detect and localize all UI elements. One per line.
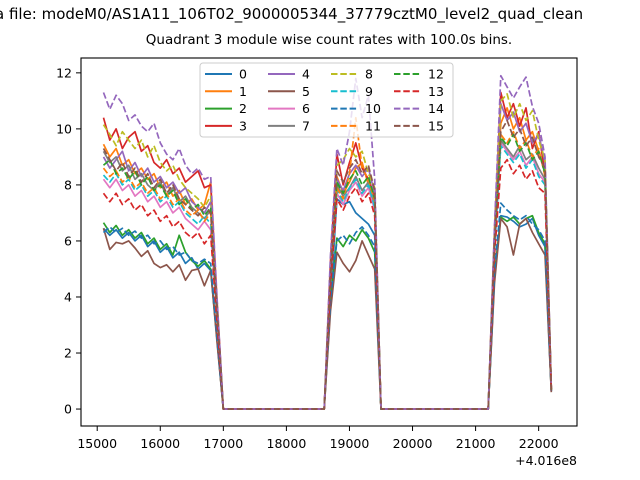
x-axis-offset-label: +4.016e8: [515, 453, 577, 468]
legend-label-1: 1: [239, 84, 247, 99]
series-line-15: [102, 119, 553, 410]
legend-label-12: 12: [428, 67, 444, 82]
legend-label-15: 15: [428, 118, 444, 133]
x-tick-label: 20000: [393, 436, 433, 451]
legend-box: [199, 62, 454, 138]
axes-frame: [80, 57, 578, 427]
legend-label-14: 14: [428, 101, 444, 116]
axes-title: Quadrant 3 module wise count rates with …: [145, 32, 513, 48]
y-tick-label: 10: [56, 121, 72, 136]
figure-title: a file: modeM0/AS1A11_106T02_9000005344_…: [0, 5, 584, 23]
legend-label-2: 2: [239, 101, 247, 116]
y-tick-label: 12: [56, 65, 72, 80]
legend-label-10: 10: [365, 101, 381, 116]
legend-label-5: 5: [302, 84, 310, 99]
x-tick-label: 19000: [330, 436, 370, 451]
y-tick-label: 6: [64, 233, 72, 248]
legend-label-13: 13: [428, 84, 444, 99]
legend-label-6: 6: [302, 101, 310, 116]
x-tick-label: 17000: [203, 436, 243, 451]
legend-label-7: 7: [302, 118, 310, 133]
x-tick-label: 22000: [519, 436, 559, 451]
x-tick-label: 18000: [267, 436, 307, 451]
legend-label-8: 8: [365, 67, 373, 82]
legend-label-3: 3: [239, 118, 247, 133]
legend-label-11: 11: [365, 118, 381, 133]
y-tick-label: 4: [64, 289, 72, 304]
legend-label-4: 4: [302, 67, 310, 82]
legend-label-9: 9: [365, 84, 373, 99]
y-tick-label: 8: [64, 177, 72, 192]
x-tick-label: 21000: [456, 436, 496, 451]
x-tick-label: 15000: [77, 436, 117, 451]
y-tick-label: 0: [64, 402, 72, 417]
y-tick-label: 2: [64, 346, 72, 361]
legend-label-0: 0: [239, 67, 247, 82]
x-tick-label: 16000: [140, 436, 180, 451]
